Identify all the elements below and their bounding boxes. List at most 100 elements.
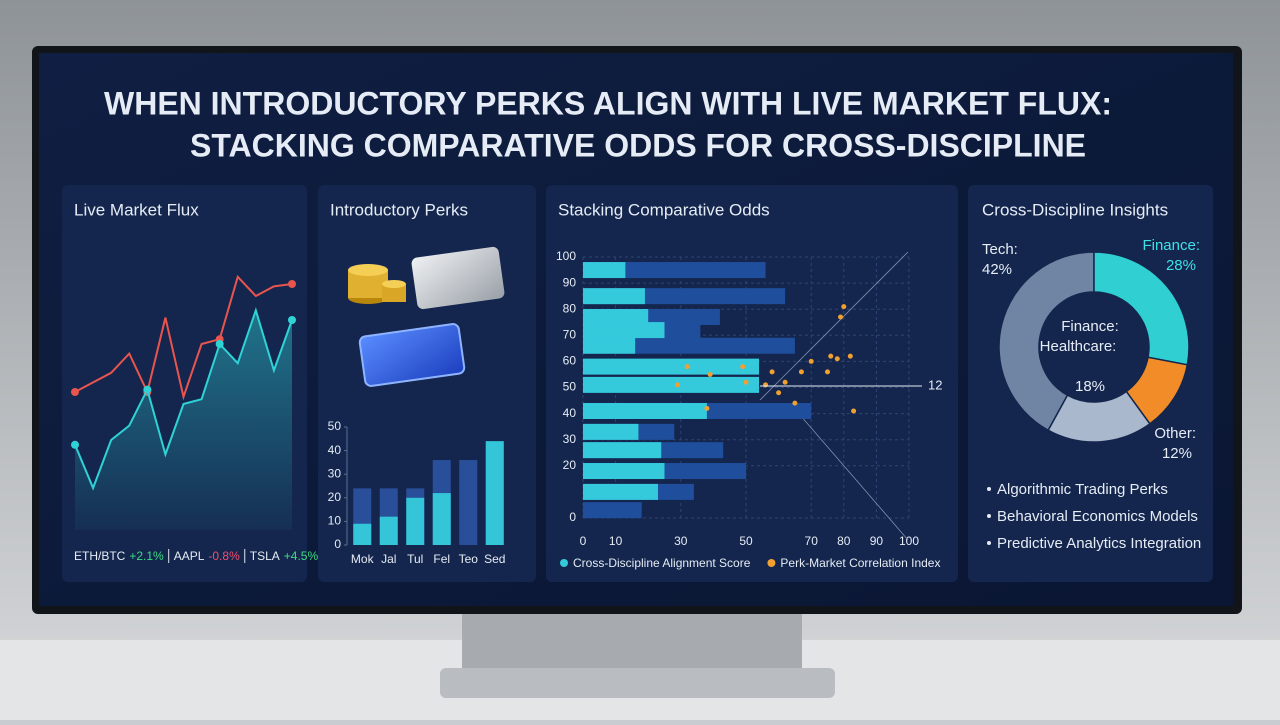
insight: Algorithmic Trading Perks bbox=[997, 481, 1168, 498]
ticker-symbol: AAPL bbox=[174, 549, 205, 563]
title: STACKING COMPARATIVE ODDS FOR CROSS-DISC… bbox=[190, 127, 1086, 163]
x-tick-label: 80 bbox=[837, 534, 851, 548]
bullet bbox=[987, 541, 991, 545]
pie-value: 42% bbox=[982, 261, 1012, 278]
point bbox=[769, 369, 775, 375]
point bbox=[808, 358, 814, 364]
y-tick-label: 10 bbox=[328, 514, 342, 528]
y-tick-label: 100 bbox=[556, 249, 576, 263]
point bbox=[828, 353, 834, 359]
x-tick-label: 90 bbox=[870, 534, 884, 548]
insight: Predictive Analytics Integration bbox=[997, 535, 1201, 552]
bar bbox=[583, 502, 642, 519]
bar bbox=[583, 442, 662, 459]
point bbox=[825, 369, 830, 375]
pie-value: 12% bbox=[1162, 445, 1192, 462]
pie-slice bbox=[998, 251, 1095, 432]
center-label: Finance: bbox=[1061, 318, 1119, 335]
bar bbox=[583, 423, 639, 440]
point bbox=[288, 316, 296, 324]
ticker-change: +2.1% bbox=[129, 549, 164, 563]
x-tick-label: Jal bbox=[381, 552, 396, 566]
bar bbox=[459, 460, 478, 545]
bar bbox=[583, 376, 760, 393]
bar bbox=[583, 262, 626, 279]
point bbox=[838, 314, 844, 320]
x-tick-label: 10 bbox=[609, 534, 623, 548]
point bbox=[841, 304, 847, 310]
line bbox=[74, 307, 293, 491]
bar bbox=[583, 402, 707, 419]
pie-slice bbox=[1047, 390, 1151, 443]
bar bbox=[583, 463, 665, 480]
point bbox=[740, 364, 746, 370]
x-tick-label: 70 bbox=[805, 534, 819, 548]
y-tick-label: 90 bbox=[563, 275, 577, 289]
bar bbox=[432, 493, 451, 545]
pie-label: Tech: bbox=[982, 241, 1018, 258]
y-tick-label: 0 bbox=[569, 510, 576, 524]
x-tick-label: 0 bbox=[580, 534, 587, 548]
bar bbox=[583, 322, 665, 339]
y-tick-label: 0 bbox=[334, 537, 341, 551]
annotation: 12 bbox=[928, 377, 942, 392]
x-tick-label: 100 bbox=[899, 534, 919, 548]
y-tick-label: 30 bbox=[563, 432, 577, 446]
bar bbox=[379, 516, 398, 545]
bullet bbox=[987, 514, 991, 518]
y-tick-label: 80 bbox=[563, 301, 577, 315]
bar bbox=[583, 358, 760, 375]
decor bbox=[799, 414, 909, 541]
bar bbox=[583, 309, 649, 326]
bar bbox=[485, 441, 504, 545]
x-tick-label: Teo bbox=[459, 552, 479, 566]
ticker-symbol: ETH/BTC bbox=[74, 549, 126, 563]
x-tick-label: Mok bbox=[351, 552, 375, 566]
stand bbox=[462, 608, 802, 678]
y-tick-label: 20 bbox=[563, 458, 577, 472]
x-tick-label: Tul bbox=[407, 552, 423, 566]
bar bbox=[583, 483, 658, 500]
point bbox=[675, 382, 681, 388]
point bbox=[71, 388, 79, 396]
bar bbox=[353, 523, 372, 545]
perk-icons bbox=[348, 246, 505, 387]
decor bbox=[759, 251, 909, 401]
y-tick-label: 20 bbox=[328, 490, 342, 504]
y-tick-label: 30 bbox=[328, 466, 342, 480]
y-tick-label: 40 bbox=[563, 406, 577, 420]
bar bbox=[406, 497, 425, 545]
ticker-symbol: TSLA bbox=[250, 549, 280, 563]
title: WHEN INTRODUCTORY PERKS ALIGN WITH LIVE … bbox=[104, 85, 1112, 121]
point bbox=[792, 400, 798, 406]
bar bbox=[583, 288, 645, 305]
x-tick-label: 30 bbox=[674, 534, 688, 548]
ticker-change: +4.5% bbox=[284, 549, 319, 563]
y-tick-label: 50 bbox=[563, 380, 577, 394]
panel-title: Cross-Discipline Insights bbox=[982, 200, 1168, 219]
bullet bbox=[987, 487, 991, 491]
y-tick-label: 70 bbox=[563, 327, 577, 341]
point bbox=[71, 440, 79, 449]
ticker-change: -0.8% bbox=[208, 549, 240, 563]
pie-slice bbox=[1093, 251, 1190, 366]
point bbox=[215, 340, 224, 348]
legend-swatch bbox=[560, 559, 568, 567]
y-tick-label: 60 bbox=[563, 354, 577, 368]
line bbox=[74, 274, 293, 401]
y-tick-label: 40 bbox=[328, 443, 342, 457]
legend-label: Cross-Discipline Alignment Score bbox=[573, 556, 751, 570]
point bbox=[288, 280, 296, 288]
point bbox=[834, 356, 840, 362]
legend-label: Perk-Market Correlation Index bbox=[780, 556, 940, 570]
point bbox=[763, 382, 769, 388]
bar bbox=[583, 337, 795, 354]
panel-title: Live Market Flux bbox=[74, 200, 199, 219]
point bbox=[782, 379, 788, 385]
panel-title: Introductory Perks bbox=[330, 200, 468, 219]
panel-title: Stacking Comparative Odds bbox=[558, 200, 770, 219]
x-tick-label: Sed bbox=[484, 552, 505, 566]
pie-label: Healthcare: bbox=[1040, 338, 1117, 355]
